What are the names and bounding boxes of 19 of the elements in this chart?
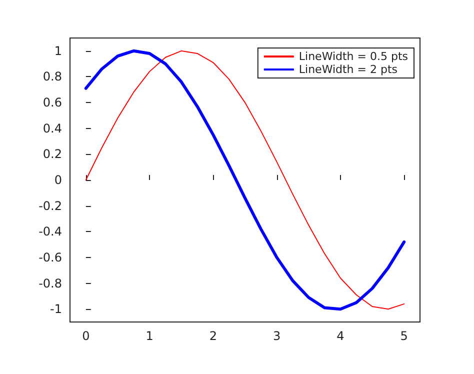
y-tick-label: 0.6 — [42, 96, 62, 110]
y-tick-label: 0.8 — [42, 70, 62, 84]
y-tick-label: 0.4 — [42, 121, 62, 136]
x-tick-label: 5 — [400, 329, 408, 343]
y-tick-label: 1 — [54, 44, 62, 58]
y-tick-label: 0.2 — [42, 147, 62, 162]
y-tick-label: -0.8 — [38, 276, 62, 290]
legend-label: LineWidth = 0.5 pts — [298, 50, 408, 63]
y-tick-label: -0.2 — [38, 198, 62, 213]
x-tick-label: 0 — [82, 329, 90, 343]
x-tick-label: 4 — [336, 329, 344, 343]
y-tick-label: 0 — [54, 173, 62, 187]
y-tick-label: -1 — [50, 302, 62, 316]
legend-label: LineWidth = 2 pts — [298, 63, 398, 76]
x-tick-label: 1 — [146, 329, 154, 343]
x-tick-label: 2 — [209, 329, 217, 343]
x-tick-label: 3 — [273, 329, 281, 343]
y-tick-label: -0.4 — [38, 224, 62, 239]
y-tick-label: -0.6 — [38, 250, 62, 264]
